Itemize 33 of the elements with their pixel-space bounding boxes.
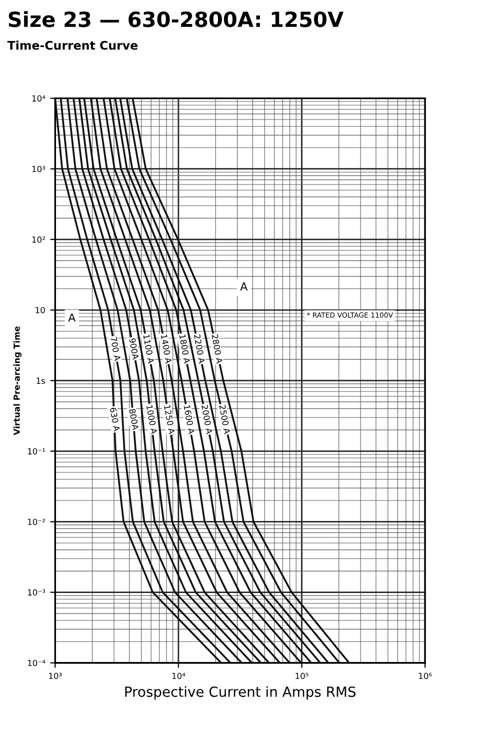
text: 1600 A bbox=[184, 405, 195, 434]
y-tick-label: 10⁻¹ bbox=[28, 448, 45, 454]
text: 2800 A bbox=[212, 334, 223, 364]
chart-subtitle: Time-Current Curve bbox=[7, 40, 138, 50]
text: 1000 A bbox=[146, 405, 158, 434]
text: 2200 A bbox=[194, 334, 206, 364]
text: 1250 A bbox=[164, 405, 176, 434]
y-tick-label: 10⁻² bbox=[28, 518, 45, 526]
x-tick-label: 10⁵ bbox=[296, 672, 308, 680]
text: 800A bbox=[129, 408, 139, 430]
y-tick-label: 10⁴ bbox=[32, 95, 46, 102]
annotation: A bbox=[240, 282, 248, 290]
x-tick-label: 10⁶ bbox=[418, 672, 432, 680]
y-axis-title: Virtual Pre-arcing Time bbox=[13, 326, 22, 436]
x-tick-label: 10⁴ bbox=[172, 672, 186, 680]
y-tick-label: 10⁻⁴ bbox=[28, 660, 46, 666]
text: 2000 A bbox=[201, 404, 213, 434]
text: 1100 A bbox=[143, 334, 154, 364]
text: 2500 A bbox=[219, 404, 230, 434]
y-tick-label: 10⁻³ bbox=[28, 589, 45, 596]
text: 1400 A bbox=[160, 334, 172, 364]
y-tick-label: 10² bbox=[32, 236, 45, 243]
y-tick-label: 10³ bbox=[32, 166, 45, 172]
text: 630 A bbox=[110, 407, 120, 432]
annotation: A bbox=[68, 313, 76, 322]
text: 700 A bbox=[110, 336, 121, 362]
x-tick-label: 10³ bbox=[49, 672, 62, 680]
y-tick-label: 1s bbox=[36, 378, 46, 384]
chart-title: Size 23 — 630-2800A: 1250V bbox=[8, 11, 344, 28]
x-axis-title: Prospective Current in Amps RMS bbox=[125, 686, 356, 700]
text: 900A bbox=[129, 338, 139, 360]
text: 1800 A bbox=[179, 334, 190, 364]
y-tick-label: 10 bbox=[36, 306, 45, 314]
